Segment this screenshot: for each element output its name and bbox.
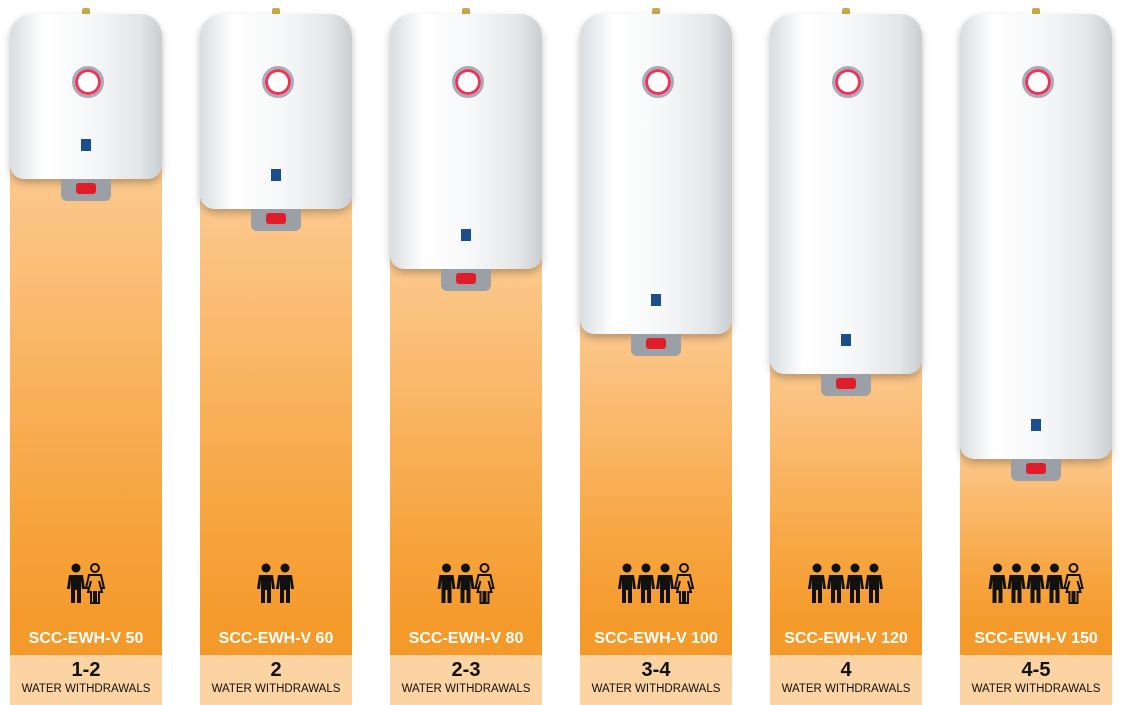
woman-icon	[476, 564, 494, 603]
heater-logo	[81, 139, 91, 151]
model-name: SCC-EWH-V 120	[770, 622, 922, 655]
heater-knob	[76, 183, 96, 194]
water-heater	[200, 14, 352, 209]
man-icon	[1046, 564, 1064, 604]
people-icons	[770, 562, 922, 604]
model-name: SCC-EWH-V 80	[390, 622, 542, 655]
heater-bracket	[631, 334, 681, 356]
man-icon	[808, 564, 826, 604]
heater-bracket	[821, 374, 871, 396]
heater-knob	[266, 213, 286, 224]
man-icon	[989, 564, 1007, 604]
model-name: SCC-EWH-V 60	[200, 622, 352, 655]
model-name: SCC-EWH-V 100	[580, 622, 732, 655]
water-heater	[770, 14, 922, 374]
water-heater	[10, 14, 162, 179]
heater-gauge	[262, 66, 294, 98]
heater-bracket	[441, 269, 491, 291]
capacity-bar	[10, 167, 162, 622]
man-icon	[865, 564, 883, 604]
capacity-bar	[200, 197, 352, 622]
water-heater	[580, 14, 732, 334]
withdrawals-label: WATER WITHDRAWALS	[10, 681, 162, 697]
man-icon	[618, 564, 636, 604]
heater-knob	[646, 338, 666, 349]
withdrawals-label: WATER WITHDRAWALS	[200, 681, 352, 697]
heater-logo	[841, 334, 851, 346]
man-icon	[827, 564, 845, 604]
heater-gauge	[1022, 66, 1054, 98]
heater-knob	[456, 273, 476, 284]
heater-knob	[836, 378, 856, 389]
man-icon	[276, 564, 294, 604]
withdrawals-label: WATER WITHDRAWALS	[770, 681, 922, 697]
man-icon	[457, 564, 475, 604]
man-icon	[846, 564, 864, 604]
withdrawals-count: 2-3	[390, 655, 542, 681]
people-icons	[960, 562, 1112, 604]
people-icons	[200, 562, 352, 604]
heater-gauge	[832, 66, 864, 98]
model-name: SCC-EWH-V 50	[10, 622, 162, 655]
heater-knob	[1026, 463, 1046, 474]
man-icon	[1008, 564, 1026, 604]
man-icon	[257, 564, 275, 604]
withdrawals-count: 2	[200, 655, 352, 681]
heater-bracket	[61, 179, 111, 201]
people-icons	[10, 562, 162, 604]
man-icon	[656, 564, 674, 604]
withdrawals-count: 3-4	[580, 655, 732, 681]
heater-logo	[271, 169, 281, 181]
woman-icon	[86, 564, 104, 603]
withdrawals-label: WATER WITHDRAWALS	[960, 681, 1112, 697]
heater-bracket	[251, 209, 301, 231]
heater-gauge	[452, 66, 484, 98]
withdrawals-count: 4	[770, 655, 922, 681]
man-icon	[438, 564, 456, 604]
heater-gauge	[642, 66, 674, 98]
heater-logo	[1031, 419, 1041, 431]
page: SCC-EWH-V 501-2WATER WITHDRAWALSSCC-EWH-…	[0, 0, 1125, 705]
woman-icon	[1065, 564, 1083, 603]
model-name: SCC-EWH-V 150	[960, 622, 1112, 655]
water-heater	[390, 14, 542, 269]
heater-bracket	[1011, 459, 1061, 481]
heater-logo	[461, 229, 471, 241]
woman-icon	[675, 564, 693, 603]
man-icon	[1027, 564, 1045, 604]
heater-gauge	[72, 66, 104, 98]
man-icon	[637, 564, 655, 604]
withdrawals-count: 4-5	[960, 655, 1112, 681]
water-heater	[960, 14, 1112, 459]
withdrawals-label: WATER WITHDRAWALS	[580, 681, 732, 697]
heater-logo	[651, 294, 661, 306]
withdrawals-count: 1-2	[10, 655, 162, 681]
people-icons	[580, 562, 732, 604]
people-icons	[390, 562, 542, 604]
withdrawals-label: WATER WITHDRAWALS	[390, 681, 542, 697]
man-icon	[67, 564, 85, 604]
